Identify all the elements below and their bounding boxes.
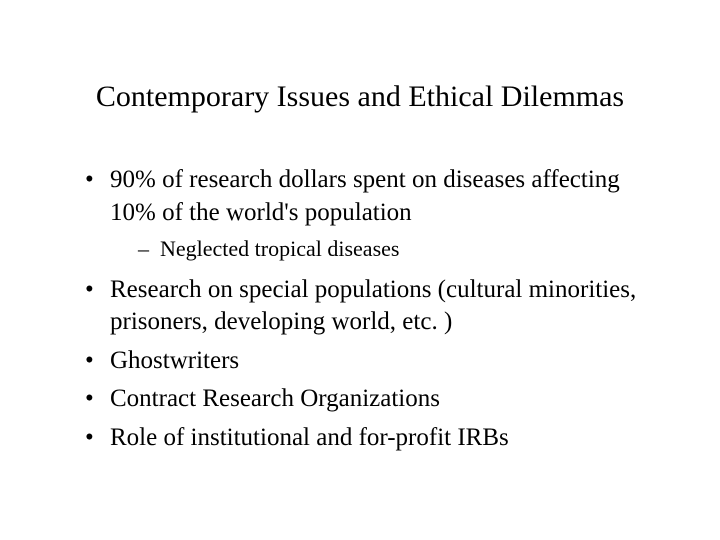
bullet-item: 90% of research dollars spent on disease… <box>85 164 660 264</box>
bullet-item: Role of institutional and for-profit IRB… <box>85 422 660 455</box>
sub-bullet-list: Neglected tropical diseases <box>110 235 660 264</box>
slide-content: 90% of research dollars spent on disease… <box>60 164 660 454</box>
bullet-item: Research on special populations (cultura… <box>85 274 660 339</box>
slide-title: Contemporary Issues and Ethical Dilemmas <box>60 80 660 114</box>
sub-bullet-text: Neglected tropical diseases <box>160 236 399 261</box>
bullet-text: Role of institutional and for-profit IRB… <box>110 424 509 451</box>
bullet-item: Ghostwriters <box>85 345 660 378</box>
sub-bullet-item: Neglected tropical diseases <box>138 235 660 264</box>
bullet-text: 90% of research dollars spent on disease… <box>110 166 620 226</box>
bullet-text: Research on special populations (cultura… <box>110 276 636 336</box>
bullet-text: Ghostwriters <box>110 347 239 374</box>
bullet-text: Contract Research Organizations <box>110 385 440 412</box>
bullet-list: 90% of research dollars spent on disease… <box>60 164 660 454</box>
slide-container: Contemporary Issues and Ethical Dilemmas… <box>0 0 720 540</box>
bullet-item: Contract Research Organizations <box>85 383 660 416</box>
